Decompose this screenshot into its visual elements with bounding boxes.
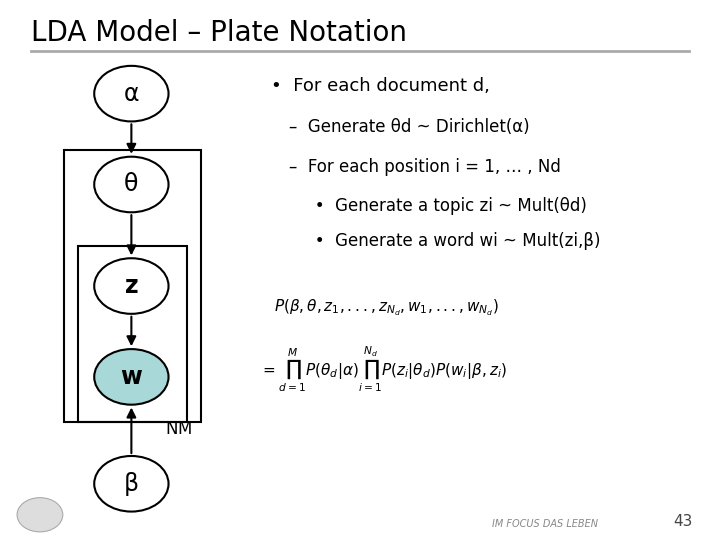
Text: N: N [166, 420, 178, 437]
Text: w: w [120, 365, 143, 389]
Bar [63, 150, 202, 422]
Text: 43: 43 [673, 514, 692, 529]
Text: θ: θ [124, 172, 138, 197]
Text: –  For each position i = 1, … , Nd: – For each position i = 1, … , Nd [289, 158, 560, 177]
Text: LDA Model – Plate Notation: LDA Model – Plate Notation [32, 19, 408, 47]
Circle shape [94, 66, 168, 122]
Text: M: M [178, 420, 192, 437]
Text: IM FOCUS DAS LEBEN: IM FOCUS DAS LEBEN [492, 519, 598, 529]
Circle shape [94, 157, 168, 212]
Circle shape [94, 349, 168, 404]
Text: •  For each document d,: • For each document d, [271, 77, 490, 94]
Text: β: β [124, 472, 139, 496]
Text: –  Generate θd ~ Dirichlet(α): – Generate θd ~ Dirichlet(α) [289, 118, 529, 136]
Text: z: z [125, 274, 138, 298]
Bar [78, 246, 187, 422]
Circle shape [94, 456, 168, 511]
Text: •  Generate a topic zi ~ Mult(θd): • Generate a topic zi ~ Mult(θd) [300, 197, 587, 215]
Circle shape [94, 258, 168, 314]
Text: $P(\beta,\theta,z_1,...,z_{N_d},w_1,...,w_{N_d})$: $P(\beta,\theta,z_1,...,z_{N_d},w_1,...,… [274, 297, 499, 318]
Text: •  Generate a word wi ~ Mult(zi,β): • Generate a word wi ~ Mult(zi,β) [300, 232, 600, 249]
Text: α: α [124, 82, 139, 106]
Text: $= \prod_{d=1}^{M} P(\theta_d|\alpha) \prod_{i=1}^{N_d} P(z_i|\theta_d)P(w_i|\be: $= \prod_{d=1}^{M} P(\theta_d|\alpha) \p… [260, 344, 507, 394]
Circle shape [17, 498, 63, 532]
